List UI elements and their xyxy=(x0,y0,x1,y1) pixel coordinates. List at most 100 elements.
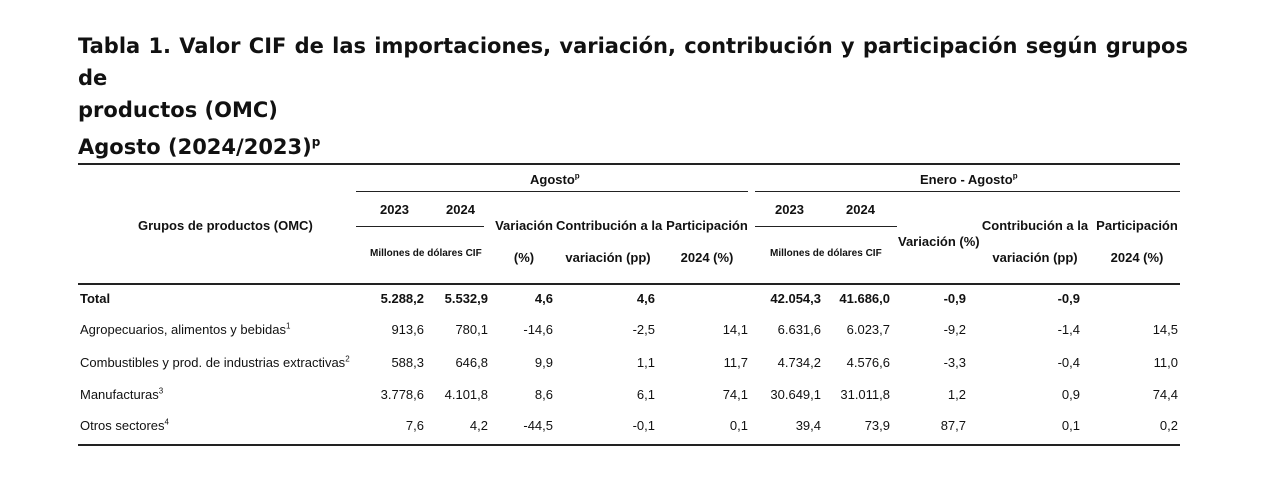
row-footnote-sup: 3 xyxy=(158,386,164,396)
top-rule xyxy=(78,163,1180,165)
agosto-variacion-header: Variación (%) xyxy=(494,218,554,266)
cell-ea2024: 31.011,8 xyxy=(840,387,890,402)
title-line-3: Agosto (2024/2023) xyxy=(78,135,312,159)
cell-var: -44,5 xyxy=(523,418,553,433)
cell-var: -14,6 xyxy=(523,322,553,337)
cell-part: 14,1 xyxy=(722,322,748,337)
row-footnote-sup: 1 xyxy=(285,321,291,331)
cell-eavar: 87,7 xyxy=(940,418,966,433)
cell-ea2023: 4.734,2 xyxy=(777,355,821,370)
cell-v2024: 4.101,8 xyxy=(444,387,488,402)
cell-contrib: 6,1 xyxy=(636,387,655,402)
agosto-particip-header: Participación 2024 (%) xyxy=(664,218,750,266)
cell-ea2023: 30.649,1 xyxy=(770,387,821,402)
ea-contrib-l1: Contribución a la xyxy=(981,218,1089,233)
cell-contrib: 4,6 xyxy=(636,291,655,306)
cell-part: 74,1 xyxy=(722,387,748,402)
cell-eacontrib: 0,9 xyxy=(1061,387,1080,402)
groups-header: Grupos de productos (OMC) xyxy=(138,218,313,233)
agosto-contrib-l2: variación (pp) xyxy=(565,250,651,265)
ea-particip-header: Participación 2024 (%) xyxy=(1094,218,1180,266)
row-label-text: Manufacturas xyxy=(80,387,159,402)
cell-eacontrib: 0,1 xyxy=(1061,418,1080,433)
cell-var: 4,6 xyxy=(534,291,553,306)
cell-v2024: 646,8 xyxy=(455,355,488,370)
cell-eavar: 1,2 xyxy=(947,387,966,402)
title-superscript: p xyxy=(311,135,321,149)
agosto-millones-header: Millones de dólares CIF xyxy=(370,248,482,259)
agosto-header-label: Agosto xyxy=(530,172,575,187)
row-label: Manufacturas3 xyxy=(80,387,163,403)
cell-ea2023: 6.631,6 xyxy=(777,322,821,337)
cell-v2023: 3.778,6 xyxy=(380,387,424,402)
cell-v2024: 780,1 xyxy=(455,322,488,337)
enero-agosto-group-rule xyxy=(755,191,1180,192)
cell-part: 0,1 xyxy=(729,418,748,433)
ea-contrib-header: Contribución a la variación (pp) xyxy=(980,218,1090,266)
cell-eapart: 74,4 xyxy=(1152,387,1178,402)
row-label-text: Agropecuarios, alimentos y bebidas xyxy=(80,322,286,337)
bottom-rule xyxy=(78,444,1180,446)
header-bottom-rule xyxy=(78,283,1180,285)
cell-eavar: -3,3 xyxy=(943,355,966,370)
cell-eapart: 14,5 xyxy=(1152,322,1178,337)
row-label: Otros sectores4 xyxy=(80,418,169,434)
row-footnote-sup: 2 xyxy=(345,354,350,364)
row-label-text: Total xyxy=(80,291,111,306)
agosto-particip-l2: 2024 (%) xyxy=(680,250,734,265)
row-label-text: Otros sectores xyxy=(80,418,165,433)
cell-ea2024: 4.576,6 xyxy=(846,355,890,370)
ea-particip-l2: 2024 (%) xyxy=(1110,250,1164,265)
ea-contrib-l2: variación (pp) xyxy=(992,250,1078,265)
ea-variacion-header: Variación (%) xyxy=(898,234,980,249)
table-title: Tabla 1. Valor CIF de las importaciones,… xyxy=(78,30,1188,163)
enero-agosto-header: Enero - Agostop xyxy=(920,172,1018,188)
cell-v2024: 5.532,9 xyxy=(444,291,488,306)
row-footnote-sup: 4 xyxy=(164,417,169,427)
cell-eacontrib: -1,4 xyxy=(1057,322,1080,337)
ea-particip-l1: Participación xyxy=(1096,218,1178,233)
row-label: Combustibles y prod. de industrias extra… xyxy=(80,355,350,371)
title-line-1: Tabla 1. Valor CIF de las importaciones,… xyxy=(78,34,1188,90)
agosto-variacion-l1: Variación xyxy=(495,218,553,233)
agosto-2024-header: 2024 xyxy=(446,202,475,217)
cell-contrib: -2,5 xyxy=(632,322,655,337)
cell-contrib: -0,1 xyxy=(632,418,655,433)
cell-v2023: 588,3 xyxy=(391,355,424,370)
ea-2023-header: 2023 xyxy=(775,202,804,217)
enero-agosto-header-sup: p xyxy=(1012,171,1018,181)
agosto-2023-header: 2023 xyxy=(380,202,409,217)
cell-eapart: 11,0 xyxy=(1153,355,1178,370)
cell-eavar: -9,2 xyxy=(943,322,966,337)
agosto-years-rule xyxy=(356,226,484,227)
cell-ea2023: 39,4 xyxy=(795,418,821,433)
cell-v2023: 913,6 xyxy=(391,322,424,337)
agosto-contrib-header: Contribución a la variación (pp) xyxy=(556,218,663,266)
cell-v2024: 4,2 xyxy=(469,418,488,433)
cell-eacontrib: -0,9 xyxy=(1057,291,1080,306)
enero-agosto-years-rule xyxy=(755,226,897,227)
row-label-text: Combustibles y prod. de industrias extra… xyxy=(80,355,346,370)
agosto-group-rule xyxy=(356,191,748,192)
row-label: Agropecuarios, alimentos y bebidas1 xyxy=(80,322,290,338)
cell-ea2024: 6.023,7 xyxy=(846,322,890,337)
cell-ea2024: 73,9 xyxy=(864,418,890,433)
cell-var: 9,9 xyxy=(534,355,553,370)
cell-eavar: -0,9 xyxy=(943,291,966,306)
title-line-2: productos (OMC) xyxy=(78,98,278,122)
cell-v2023: 7,6 xyxy=(405,418,424,433)
ea-2024-header: 2024 xyxy=(846,202,875,217)
agosto-particip-l1: Participación xyxy=(666,218,748,233)
agosto-header-sup: p xyxy=(574,171,580,181)
cell-var: 8,6 xyxy=(534,387,553,402)
cell-eacontrib: -0,4 xyxy=(1057,355,1080,370)
agosto-header: Agostop xyxy=(530,172,580,188)
cell-contrib: 1,1 xyxy=(636,355,655,370)
cell-part: 11,7 xyxy=(723,355,748,370)
agosto-contrib-l1: Contribución a la xyxy=(556,218,663,233)
cell-ea2024: 41.686,0 xyxy=(839,291,890,306)
ea-millones-header: Millones de dólares CIF xyxy=(770,248,882,259)
cell-ea2023: 42.054,3 xyxy=(770,291,821,306)
cell-v2023: 5.288,2 xyxy=(380,291,424,306)
cell-eapart: 0,2 xyxy=(1159,418,1178,433)
